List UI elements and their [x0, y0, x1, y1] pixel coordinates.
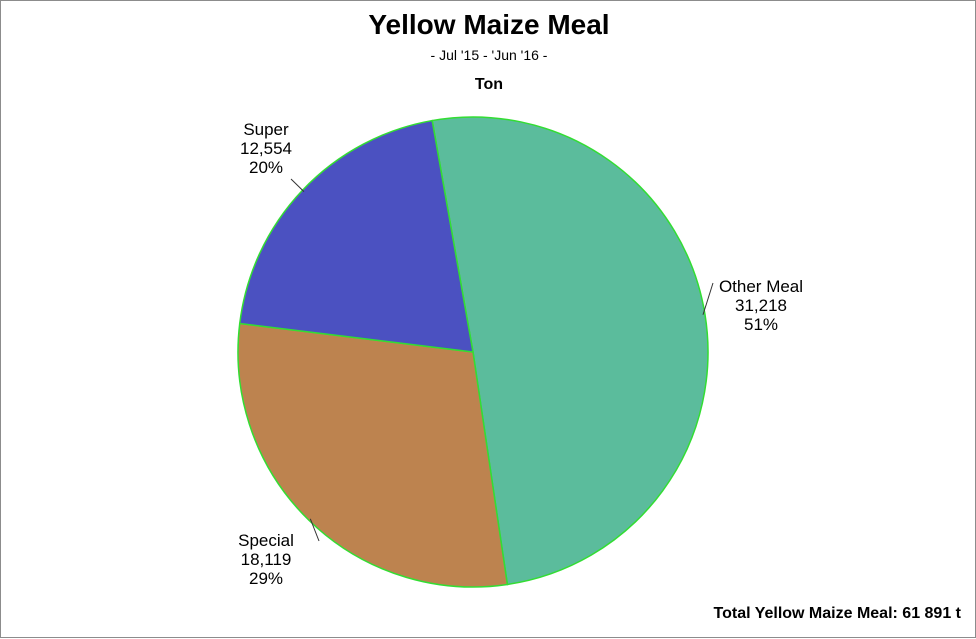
slice-label-special: Special 18,119 29% [211, 531, 321, 588]
chart-subtitle: - Jul '15 - 'Jun '16 - [430, 47, 548, 63]
pie-slice-special [237, 322, 509, 588]
slice-value-special: 18,119 [240, 550, 292, 569]
pie-slice-other-meal [431, 116, 709, 586]
leader-line-other-meal [702, 282, 714, 315]
slice-label-super: Super 12,554 20% [211, 120, 321, 177]
slice-name-special: Special [238, 531, 294, 550]
leader-line-super [290, 178, 305, 193]
total-label: Total Yellow Maize Meal: 61 891 t [713, 605, 962, 622]
slice-value-super: 12,554 [240, 139, 292, 158]
slice-percent-super: 20% [248, 158, 284, 177]
slice-name-other-meal: Other Meal [718, 277, 804, 296]
slice-value-other-meal: 31,218 [735, 296, 787, 315]
slice-percent-other-meal: 51% [743, 315, 779, 334]
slice-label-other-meal: Other Meal 31,218 51% [691, 277, 831, 334]
chart-unit: Ton [474, 76, 504, 93]
slice-name-super: Super [243, 120, 289, 139]
chart-title: Yellow Maize Meal [368, 9, 610, 40]
leader-line-special [309, 518, 320, 542]
slice-percent-special: 29% [248, 569, 284, 588]
